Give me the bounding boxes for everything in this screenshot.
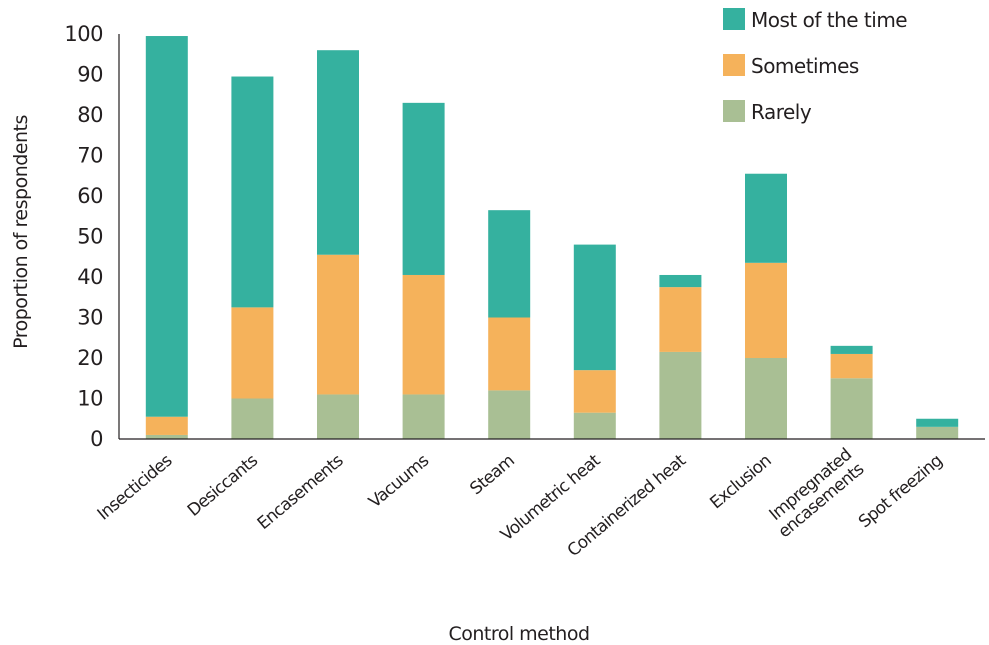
y-tick-label: 100 (64, 22, 103, 46)
bar-rarely (659, 351, 702, 439)
bar-sometimes (488, 317, 531, 391)
bar-most-of-the-time (231, 76, 274, 308)
legend-label: Rarely (751, 100, 812, 124)
legend-label: Most of the time (751, 8, 907, 32)
bar-most-of-the-time (402, 102, 445, 275)
legend-swatch (723, 100, 745, 122)
x-tick-label-line: Vacuums (365, 451, 433, 513)
y-tick-label: 80 (77, 103, 103, 127)
y-axis-title: Proportion of respondents (10, 115, 32, 349)
bar-most-of-the-time (830, 345, 873, 354)
y-tick-label: 60 (77, 184, 103, 208)
y-tick-label: 10 (77, 387, 103, 411)
x-tick-label-line: Exclusion (706, 451, 775, 513)
y-tick-label: 20 (77, 346, 103, 370)
legend-swatch (723, 54, 745, 76)
bar-sometimes (830, 353, 873, 379)
y-tick-label: 70 (77, 144, 103, 168)
bar-rarely (231, 398, 274, 439)
y-tick-label: 50 (77, 225, 103, 249)
legend: Most of the time Sometimes Rarely (723, 8, 908, 124)
bar-sometimes (231, 307, 274, 399)
x-tick-label: Insecticides (94, 451, 177, 525)
bar-most-of-the-time (317, 50, 359, 255)
bar-rarely (145, 434, 188, 439)
y-tick-label: 40 (77, 265, 103, 289)
bar-rarely (745, 358, 787, 439)
x-axis-title: Control method (448, 623, 589, 645)
x-tick-label-line: Desiccants (184, 451, 262, 521)
y-tick-label: 90 (77, 63, 103, 87)
bar-rarely (573, 412, 616, 439)
bar-most-of-the-time (145, 36, 188, 417)
bar-sometimes (573, 370, 616, 413)
x-tick-label-line: Encasements (254, 451, 348, 534)
bar-most-of-the-time (573, 244, 616, 371)
bar-rarely (916, 426, 959, 439)
bar-most-of-the-time (745, 173, 787, 263)
bars-group (145, 36, 959, 439)
x-tick-label: Encasements (254, 451, 348, 534)
bar-sometimes (145, 416, 188, 435)
legend-swatch (723, 8, 745, 30)
bar-rarely (830, 378, 873, 439)
x-tick-label-line: Steam (466, 451, 518, 499)
bar-most-of-the-time (659, 274, 702, 288)
x-tick-label: Spot freezing (855, 451, 946, 532)
bar-most-of-the-time (488, 210, 531, 318)
x-tick-label: Desiccants (184, 451, 262, 521)
x-tick-label-line: Insecticides (94, 451, 177, 525)
x-tick-label: Vacuums (365, 451, 433, 513)
y-tick-label: 30 (77, 306, 103, 330)
bar-rarely (402, 394, 445, 439)
bar-sometimes (659, 287, 702, 352)
y-tick-labels: 0 10 20 30 40 50 60 70 80 90 100 (64, 22, 103, 451)
legend-label: Sometimes (751, 54, 859, 78)
bar-most-of-the-time (916, 418, 959, 427)
bar-rarely (317, 394, 359, 439)
bar-sometimes (317, 254, 359, 395)
x-tick-label: Exclusion (706, 451, 775, 513)
bar-sometimes (402, 274, 445, 395)
x-tick-label: Steam (466, 451, 518, 499)
axes-group (118, 34, 985, 440)
x-tick-label: Impregnatedencasements (762, 444, 868, 542)
bar-sometimes (745, 262, 787, 358)
x-tick-label-line: Spot freezing (855, 451, 946, 532)
y-tick-label: 0 (90, 427, 103, 451)
bar-rarely (488, 390, 531, 439)
